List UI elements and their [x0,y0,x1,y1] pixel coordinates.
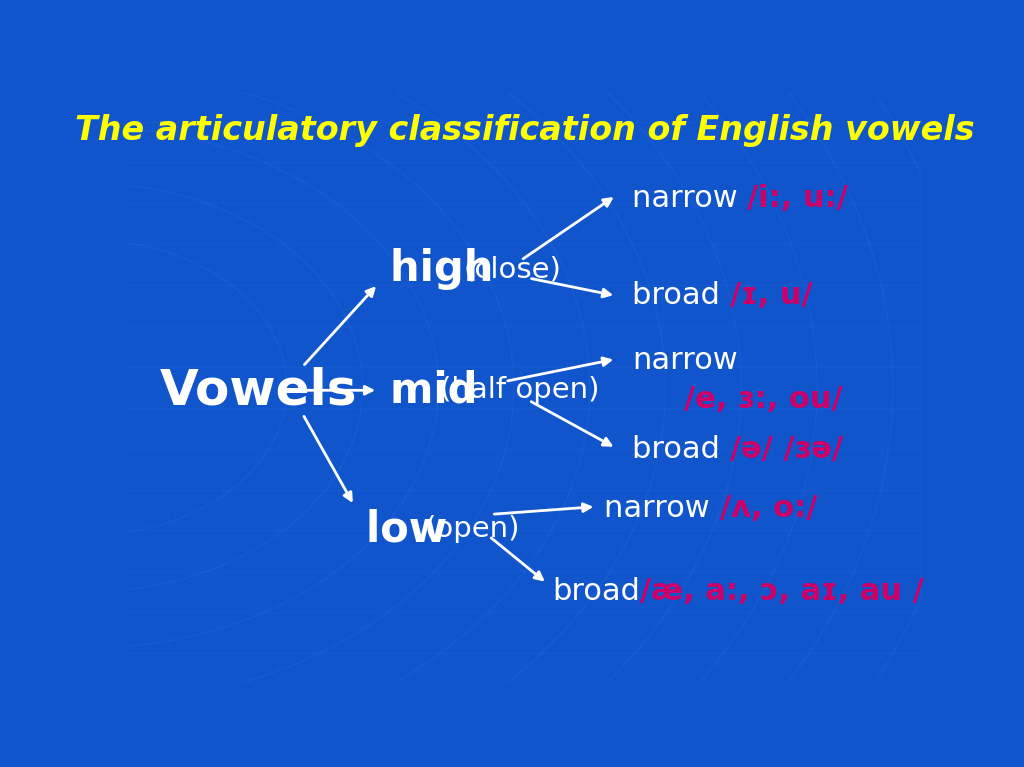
Text: narrow: narrow [604,494,720,523]
Text: narrow: narrow [632,184,748,213]
Text: broad: broad [632,435,729,464]
Text: narrow: narrow [632,346,737,375]
Text: (close): (close) [464,255,561,283]
Text: low: low [367,508,462,550]
Text: (half open): (half open) [440,377,599,404]
Text: /i:, u:/: /i:, u:/ [748,184,848,213]
Text: Vowels: Vowels [160,367,357,414]
Text: /æ, a:, ɔ, aɪ, au /: /æ, a:, ɔ, aɪ, au / [640,577,925,606]
Text: broad: broad [553,577,640,606]
Text: mid: mid [390,369,492,411]
Text: The articulatory classification of English vowels: The articulatory classification of Engli… [75,114,975,147]
Text: (open): (open) [424,515,519,543]
Text: /ɪ, u/: /ɪ, u/ [729,281,812,311]
Text: /ʌ, o:/: /ʌ, o:/ [720,494,817,523]
Text: /ə/ /ɜə/: /ə/ /ɜə/ [729,435,843,464]
Text: /e, ɜ:, ou/: /e, ɜ:, ou/ [684,384,842,413]
Text: high: high [390,249,508,290]
Text: broad: broad [632,281,729,311]
